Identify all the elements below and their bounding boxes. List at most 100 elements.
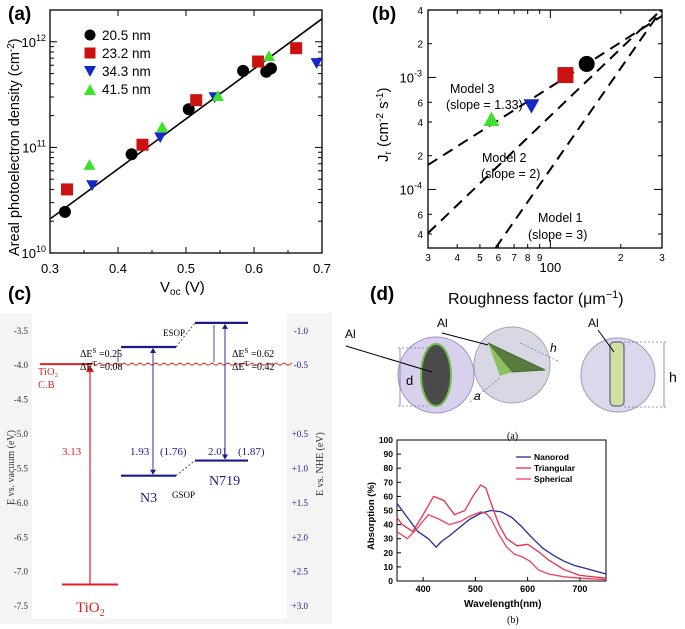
h-dim-line-2 bbox=[519, 342, 561, 363]
al-pointer-3 bbox=[597, 329, 615, 353]
n3-gap-label-2: (1.76) bbox=[160, 446, 187, 458]
a-point-232nm bbox=[252, 55, 265, 68]
legend-label-23nm: 23.2 nm bbox=[102, 46, 151, 61]
b-xminor-label: 7 bbox=[511, 253, 517, 264]
b-xminor-label: 3 bbox=[659, 253, 665, 264]
a-xtick-label: 0.7 bbox=[313, 261, 331, 276]
d-label: d bbox=[406, 373, 413, 388]
d-ytick-label: 70 bbox=[384, 477, 394, 487]
b-ymajor-label: 10-3 bbox=[400, 68, 422, 85]
panel-a-ylabel: Areal photoelectron density (cm-2) bbox=[6, 38, 23, 256]
d-xtick-label: 700 bbox=[572, 584, 587, 594]
al-label-2: Al bbox=[437, 316, 448, 330]
b-point bbox=[578, 55, 595, 72]
n3-delta-es: ΔES =0.25 bbox=[80, 347, 122, 360]
b-model-line-1 bbox=[494, 9, 663, 249]
panel-b-label: (b) bbox=[372, 4, 396, 25]
a-xtick-label: 0.3 bbox=[41, 261, 59, 276]
b-yminor-label: 6 bbox=[417, 98, 423, 109]
legend-label-34nm: 34.3 nm bbox=[102, 64, 151, 79]
c-right-tick: +1.5 bbox=[292, 498, 309, 508]
nanoparticle-shapes: Al d Al a h Al h bbox=[345, 316, 677, 414]
d-ytick-label: 50 bbox=[384, 506, 394, 516]
legend-label-triangular: Triangular bbox=[534, 463, 576, 473]
c-left-tick: -3.5 bbox=[14, 326, 29, 336]
legend-label-spherical: Spherical bbox=[534, 474, 572, 484]
b-point bbox=[483, 111, 500, 127]
panel-a-label: (a) bbox=[8, 4, 31, 25]
model1-slope: (slope = 3) bbox=[528, 228, 587, 242]
panel-a-frame bbox=[49, 9, 323, 254]
a-point-343nm bbox=[154, 132, 167, 144]
gsop-connector bbox=[175, 460, 196, 477]
a-point-205nm bbox=[265, 62, 277, 75]
a-point-205nm bbox=[58, 205, 71, 218]
c-left-tick: -7.5 bbox=[14, 601, 29, 611]
a-point-232nm bbox=[136, 138, 149, 151]
n3-gap-label: 1.93 bbox=[130, 446, 150, 458]
panel-d-plot-frame bbox=[396, 439, 607, 582]
b-xminor-label: 5 bbox=[477, 253, 483, 264]
triangular-prism-face bbox=[488, 343, 512, 376]
n719-label: N719 bbox=[209, 474, 240, 489]
a-point-232nm bbox=[61, 183, 73, 196]
nanorod-shape bbox=[609, 341, 625, 407]
n719-gap-arrowhead-bottom bbox=[222, 454, 228, 460]
panel-d-xlabel: Wavelength(nm) bbox=[464, 599, 541, 610]
c-right-tick: -0.5 bbox=[294, 360, 309, 370]
d-ytick-label: 20 bbox=[384, 548, 394, 558]
tio2-cb-label-2: C.B bbox=[38, 380, 55, 391]
b-yminor-label: 4 bbox=[417, 6, 423, 17]
esop-label: ESOP bbox=[163, 328, 185, 338]
b-yminor-label: 6 bbox=[417, 210, 423, 221]
d-series-nanorod bbox=[396, 503, 607, 575]
disk-shape bbox=[420, 343, 452, 407]
esop-connector bbox=[175, 322, 196, 348]
legend-marker-34nm bbox=[84, 66, 96, 77]
n3-gap-arrowhead-top bbox=[150, 347, 156, 353]
legend-label-41nm: 41.5 nm bbox=[102, 82, 151, 97]
panel-a-chart: (a) 0.3 0.4 0.5 0.6 0.7 1010 1011 1012 20.5 nm … bbox=[6, 4, 331, 298]
d-ytick-label: 100 bbox=[379, 435, 393, 445]
c-left-tick: -5.5 bbox=[14, 463, 29, 473]
b-yminor-label: 2 bbox=[417, 40, 423, 51]
panel-c-right-axis-label: E vs. NHE (eV) bbox=[315, 432, 326, 496]
al-pointer-2 bbox=[441, 332, 489, 346]
panel-d-caption-b: (b) bbox=[507, 615, 519, 626]
n719-gap-label: 2.01 bbox=[208, 446, 227, 458]
a-xtick-label: 0.5 bbox=[177, 261, 195, 276]
d-xtick-label: 500 bbox=[468, 584, 483, 594]
panel-d-ylabel: Absorption (%) bbox=[366, 482, 377, 550]
d-ytick-label: 90 bbox=[384, 449, 394, 459]
panel-d-caption-a: (a) bbox=[507, 431, 518, 442]
panel-a-fit-line bbox=[49, 18, 323, 220]
b-yminor-label: 2 bbox=[417, 152, 423, 163]
b-xmajor-label: 100 bbox=[540, 260, 562, 275]
a-xtick-label: 0.6 bbox=[245, 261, 263, 276]
b-ymajor-label: 10-4 bbox=[400, 180, 422, 197]
a-point-205nm bbox=[125, 148, 138, 161]
panel-c-levels bbox=[40, 321, 293, 586]
d-series-triangular bbox=[396, 484, 607, 579]
d-xtick-label: 400 bbox=[416, 584, 431, 594]
d-ytick-label: 40 bbox=[384, 520, 394, 530]
panel-a-ticks: 0.3 0.4 0.5 0.6 0.7 1010 1011 1012 bbox=[22, 9, 331, 276]
tio2-gap-arrowhead bbox=[86, 365, 94, 373]
legend-marker-23nm bbox=[84, 47, 96, 59]
n3-label: N3 bbox=[140, 491, 157, 506]
panel-b-points bbox=[483, 55, 595, 127]
b-xminor-label: 9 bbox=[537, 253, 543, 264]
a-point-343nm bbox=[86, 180, 99, 192]
c-left-tick: -6.5 bbox=[14, 532, 29, 542]
a-ytick-label: 1011 bbox=[22, 138, 46, 155]
a-point-415nm bbox=[262, 50, 275, 62]
c-right-tick: +0.5 bbox=[292, 429, 309, 439]
panel-a-points bbox=[58, 42, 323, 218]
b-xminor-label: 8 bbox=[525, 253, 531, 264]
c-left-tick: -6.0 bbox=[14, 498, 29, 508]
c-right-tick: +3.0 bbox=[292, 601, 309, 611]
c-left-tick: -4.0 bbox=[14, 360, 29, 370]
panel-c-left-axis-label: E vs. vacuum (eV) bbox=[6, 430, 17, 505]
